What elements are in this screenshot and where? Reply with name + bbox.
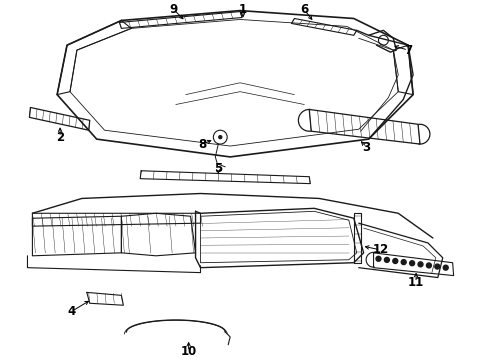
Text: 2: 2	[56, 131, 64, 144]
Text: 12: 12	[372, 243, 389, 256]
Circle shape	[418, 262, 423, 267]
Text: 3: 3	[363, 140, 370, 153]
Circle shape	[410, 261, 415, 266]
Text: 5: 5	[214, 162, 222, 175]
Text: 1: 1	[239, 3, 247, 16]
Circle shape	[443, 265, 448, 270]
Text: 7: 7	[404, 44, 412, 57]
Circle shape	[401, 260, 406, 265]
Text: 6: 6	[300, 3, 308, 16]
Text: 11: 11	[408, 276, 424, 289]
Text: 9: 9	[170, 3, 178, 16]
Circle shape	[385, 257, 390, 262]
Circle shape	[376, 256, 381, 261]
Circle shape	[393, 258, 398, 264]
Text: 10: 10	[180, 345, 197, 358]
Circle shape	[435, 264, 440, 269]
Text: 4: 4	[68, 305, 76, 318]
Circle shape	[219, 136, 222, 139]
Text: 8: 8	[198, 138, 207, 150]
Circle shape	[426, 263, 431, 268]
